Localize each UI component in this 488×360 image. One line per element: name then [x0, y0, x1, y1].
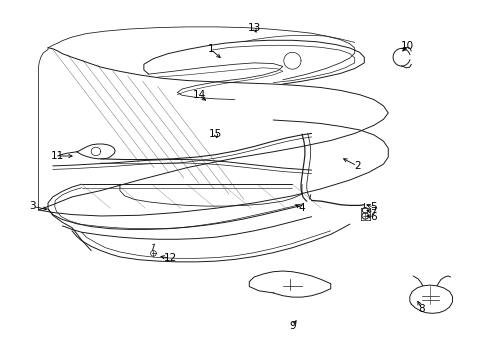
Text: 11: 11 [51, 151, 64, 161]
Text: 10: 10 [400, 41, 413, 51]
Text: 3: 3 [29, 202, 36, 211]
Text: 4: 4 [298, 203, 305, 213]
Text: 12: 12 [163, 253, 177, 263]
Text: 8: 8 [418, 304, 424, 314]
Text: 14: 14 [192, 90, 205, 100]
Text: 7: 7 [370, 207, 376, 217]
Text: 2: 2 [353, 161, 360, 171]
Text: 9: 9 [288, 321, 295, 332]
Text: 5: 5 [370, 202, 376, 212]
Text: 13: 13 [247, 23, 260, 33]
Text: 6: 6 [370, 212, 376, 222]
Text: 1: 1 [207, 45, 214, 54]
Text: 15: 15 [209, 129, 222, 139]
